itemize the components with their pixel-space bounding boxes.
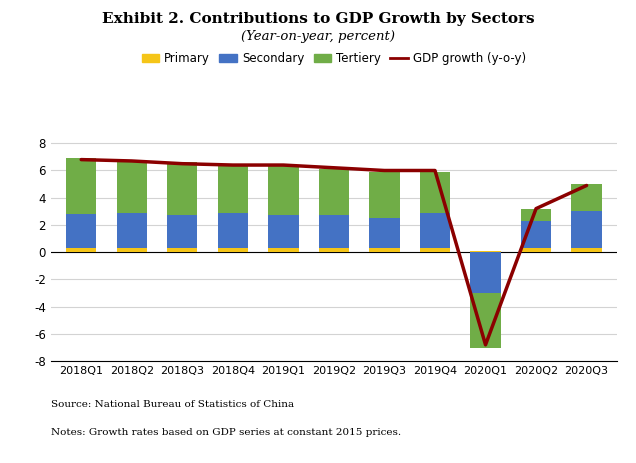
Text: Exhibit 2. Contributions to GDP Growth by Sectors: Exhibit 2. Contributions to GDP Growth b…	[102, 12, 534, 25]
Bar	[167, 215, 197, 248]
Bar	[167, 163, 197, 215]
Bar	[319, 215, 349, 248]
Bar	[319, 248, 349, 252]
Bar	[370, 172, 399, 218]
Bar	[571, 184, 602, 211]
Bar	[116, 248, 147, 252]
Bar	[167, 248, 197, 252]
Bar	[370, 248, 399, 252]
Bar	[66, 158, 97, 214]
Bar	[471, 252, 501, 293]
Bar	[571, 248, 602, 252]
Bar	[521, 221, 551, 248]
Bar	[420, 172, 450, 213]
Bar	[471, 293, 501, 348]
Bar	[370, 218, 399, 248]
Bar	[218, 213, 248, 248]
Bar	[268, 248, 298, 252]
Text: (Year-on-year, percent): (Year-on-year, percent)	[241, 30, 395, 43]
Bar	[268, 166, 298, 215]
Text: Source: National Bureau of Statistics of China: Source: National Bureau of Statistics of…	[51, 400, 294, 409]
Bar	[521, 248, 551, 252]
Bar	[66, 248, 97, 252]
Bar	[420, 213, 450, 248]
Bar	[521, 209, 551, 221]
Bar	[218, 248, 248, 252]
Legend: Primary, Secondary, Tertiery, GDP growth (y-o-y): Primary, Secondary, Tertiery, GDP growth…	[137, 48, 531, 70]
Bar	[319, 169, 349, 215]
Bar	[116, 161, 147, 213]
Bar	[420, 248, 450, 252]
Bar	[571, 211, 602, 248]
Bar	[66, 214, 97, 248]
Bar	[116, 213, 147, 248]
Bar	[268, 215, 298, 248]
Bar	[471, 251, 501, 252]
Bar	[218, 165, 248, 213]
Text: Notes: Growth rates based on GDP series at constant 2015 prices.: Notes: Growth rates based on GDP series …	[51, 428, 401, 437]
